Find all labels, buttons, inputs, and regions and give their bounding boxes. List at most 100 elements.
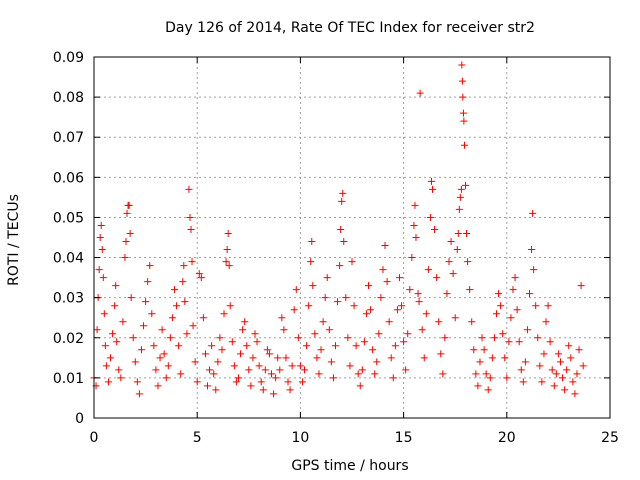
data-point: [435, 318, 443, 326]
data-point: [186, 213, 194, 221]
data-point: [379, 266, 387, 274]
x-axis-ticks: 0 5 10 15 20 25: [90, 57, 619, 446]
data-point: [552, 370, 560, 378]
data-point: [505, 338, 513, 346]
data-point: [160, 350, 168, 358]
y-tick-label: 0.02: [53, 331, 84, 347]
data-point: [303, 342, 311, 350]
data-point: [99, 274, 107, 282]
data-point: [96, 234, 104, 241]
data-point: [107, 354, 115, 362]
data-point: [414, 290, 422, 298]
data-point: [342, 294, 350, 302]
data-point: [232, 378, 240, 386]
data-point: [142, 298, 150, 306]
data-point: [100, 310, 108, 318]
data-point: [468, 318, 476, 326]
data-point: [393, 306, 401, 314]
data-point: [224, 229, 232, 237]
x-tick-label: 15: [395, 430, 413, 446]
plot-frame: [93, 56, 611, 419]
data-point: [109, 330, 117, 338]
data-point: [317, 346, 325, 354]
data-point: [561, 386, 569, 394]
data-point: [367, 306, 375, 314]
data-point: [331, 342, 339, 350]
x-tick-label: 0: [90, 430, 99, 446]
data-point: [480, 346, 488, 354]
data-point: [410, 221, 418, 229]
data-point: [348, 258, 356, 266]
data-point: [420, 354, 428, 362]
data-point: [321, 294, 329, 302]
y-tick-label: 0.08: [53, 90, 84, 106]
data-point: [458, 61, 466, 69]
data-point: [204, 382, 212, 390]
data-point: [437, 350, 445, 358]
data-point: [121, 254, 129, 262]
data-point: [259, 386, 267, 394]
data-point: [463, 229, 471, 237]
data-point: [216, 334, 224, 342]
data-point: [280, 326, 288, 334]
data-point: [402, 366, 410, 374]
data-point: [453, 246, 461, 254]
data-point: [185, 185, 193, 193]
data-point: [482, 370, 490, 378]
data-point: [119, 318, 127, 326]
data-point: [534, 334, 542, 342]
data-point: [334, 298, 342, 306]
data-point: [460, 117, 468, 125]
data-point: [490, 334, 498, 342]
data-point: [470, 346, 478, 354]
data-point: [501, 354, 509, 362]
data-point: [93, 326, 101, 334]
data-point: [123, 209, 131, 217]
data-point: [404, 330, 412, 338]
data-point: [226, 302, 234, 310]
data-point: [497, 302, 505, 310]
data-point: [509, 286, 517, 294]
data-point: [362, 310, 370, 318]
data-point: [528, 246, 536, 254]
data-point: [112, 282, 120, 290]
data-point: [276, 366, 284, 374]
data-point: [292, 286, 300, 294]
data-point: [344, 334, 352, 342]
data-point: [101, 342, 109, 350]
data-point: [290, 306, 298, 314]
data-point: [263, 346, 271, 354]
data-point: [529, 209, 537, 217]
data-point: [365, 282, 373, 290]
data-point: [389, 374, 397, 382]
grid-lines: [94, 57, 610, 418]
data-point: [225, 262, 233, 270]
data-point: [270, 390, 278, 398]
data-point: [464, 258, 472, 266]
data-point: [350, 302, 358, 310]
data-point: [261, 366, 269, 374]
data-point: [515, 338, 523, 346]
data-point: [294, 334, 302, 342]
data-point: [286, 386, 294, 394]
data-point: [530, 266, 538, 274]
data-point: [104, 378, 112, 386]
data-point: [135, 390, 143, 398]
data-point: [168, 314, 176, 322]
data-point: [458, 77, 466, 85]
data-point: [251, 330, 259, 338]
data-point: [567, 354, 575, 362]
data-point: [398, 302, 406, 310]
data-point: [340, 238, 348, 246]
data-point: [255, 362, 263, 370]
data-point: [307, 258, 315, 266]
data-point: [460, 141, 468, 149]
x-tick-label: 5: [193, 430, 202, 446]
data-point: [563, 366, 571, 374]
data-point: [360, 338, 368, 346]
data-point: [565, 342, 573, 350]
data-point: [191, 358, 199, 366]
data-point: [323, 274, 331, 282]
data-point: [457, 185, 465, 193]
data-point: [451, 314, 459, 322]
